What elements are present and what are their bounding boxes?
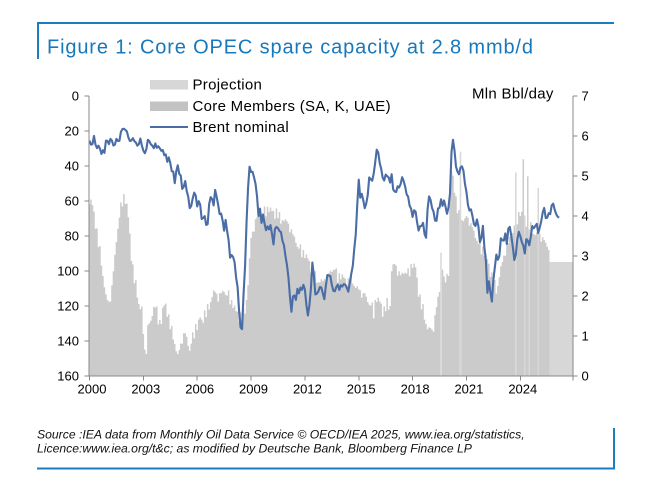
svg-text:2012: 2012 xyxy=(293,382,322,397)
svg-text:6: 6 xyxy=(582,129,589,144)
svg-text:100: 100 xyxy=(57,264,79,279)
svg-text:Licence:www.iea.org/t&c; as mo: Licence:www.iea.org/t&c; as modified by … xyxy=(37,442,473,456)
svg-text:Projection: Projection xyxy=(193,77,263,94)
svg-text:5: 5 xyxy=(582,169,589,184)
svg-text:2021: 2021 xyxy=(454,382,483,397)
svg-text:4: 4 xyxy=(582,209,589,224)
svg-text:0: 0 xyxy=(582,369,589,384)
svg-text:120: 120 xyxy=(57,299,79,314)
svg-text:160: 160 xyxy=(57,369,79,384)
svg-text:2018: 2018 xyxy=(401,382,430,397)
svg-text:Mln Bbl/day: Mln Bbl/day xyxy=(472,86,554,103)
svg-text:Core Members (SA, K, UAE): Core Members (SA, K, UAE) xyxy=(193,98,391,115)
svg-text:0: 0 xyxy=(72,89,79,104)
svg-text:2015: 2015 xyxy=(347,382,376,397)
svg-text:60: 60 xyxy=(65,194,79,209)
svg-text:Figure 1: Core OPEC spare capa: Figure 1: Core OPEC spare capacity at 2.… xyxy=(47,37,534,59)
svg-text:Source :IEA data from Monthly: Source :IEA data from Monthly Oil Data S… xyxy=(37,428,525,442)
svg-text:140: 140 xyxy=(57,334,79,349)
svg-text:Brent nominal: Brent nominal xyxy=(193,119,289,136)
svg-text:2009: 2009 xyxy=(239,382,268,397)
svg-text:2000: 2000 xyxy=(78,382,107,397)
svg-text:3: 3 xyxy=(582,249,589,264)
svg-text:40: 40 xyxy=(65,159,79,174)
svg-text:7: 7 xyxy=(582,89,589,104)
svg-text:2006: 2006 xyxy=(185,382,214,397)
svg-text:2003: 2003 xyxy=(131,382,160,397)
svg-text:2024: 2024 xyxy=(508,382,537,397)
svg-text:20: 20 xyxy=(65,124,79,139)
svg-text:80: 80 xyxy=(65,229,79,244)
svg-text:1: 1 xyxy=(582,329,589,344)
svg-text:2: 2 xyxy=(582,289,589,304)
